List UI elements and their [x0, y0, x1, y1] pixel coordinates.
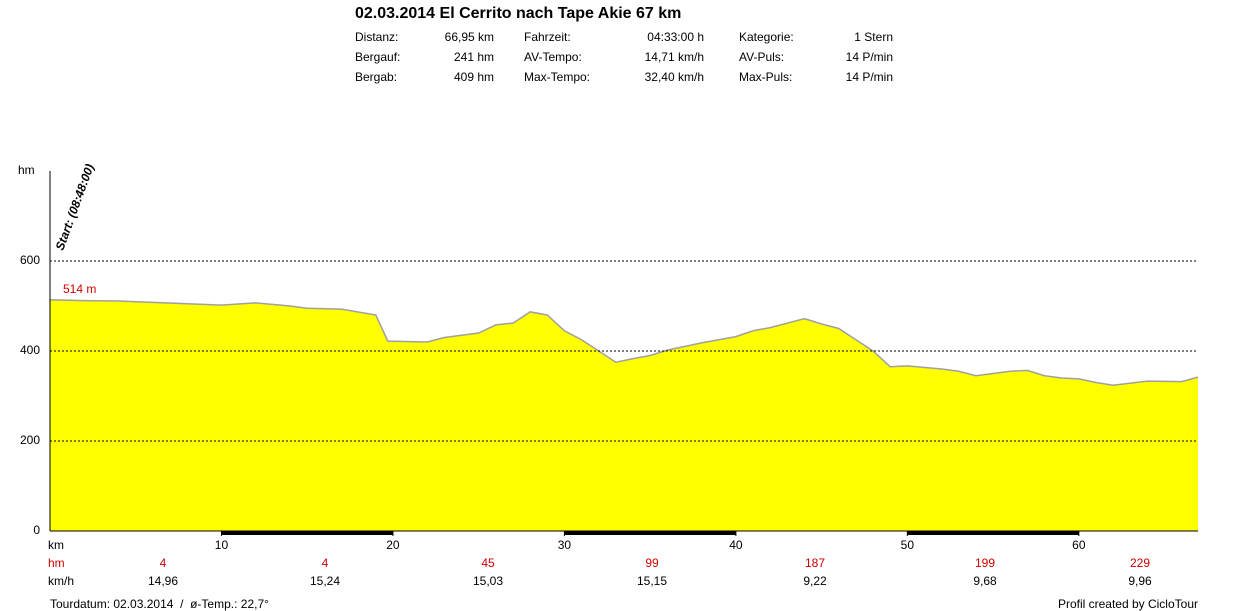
stat-label: Kategorie:	[739, 30, 794, 44]
segment-hm: 45	[481, 556, 495, 570]
elevation-area	[50, 299, 1198, 531]
segment-kmh: 15,15	[637, 574, 667, 588]
footer-right: Profil created by CicloTour	[1058, 597, 1198, 611]
stat-value: 241 hm	[454, 50, 494, 64]
axis-band	[907, 531, 1079, 535]
x-tick-label: 10	[215, 538, 229, 552]
segment-hm: 4	[322, 556, 329, 570]
stat-value: 04:33:00 h	[647, 30, 704, 44]
kmh-row-label: km/h	[48, 574, 74, 588]
x-tick-label: 40	[729, 538, 743, 552]
y-axis-label: hm	[18, 163, 35, 177]
stat-value: 66,95 km	[445, 30, 494, 44]
stat-label: Fahrzeit:	[524, 30, 571, 44]
start-annotation: Start: (08:48:00)	[53, 162, 97, 252]
stat-label: Bergauf:	[355, 50, 400, 64]
segment-kmh: 15,03	[473, 574, 503, 588]
stat-value: 1 Stern	[854, 30, 893, 44]
footer-left: Tourdatum: 02.03.2014 / ø-Temp.: 22,7°	[50, 597, 269, 611]
x-tick-label: 60	[1072, 538, 1086, 552]
y-tick-label: 600	[20, 253, 40, 267]
x-axis-label: km	[48, 538, 64, 552]
stat-value: 14 P/min	[846, 50, 893, 64]
segment-kmh: 9,22	[803, 574, 827, 588]
elevation-line	[49, 298, 1199, 386]
segment-hm: 4	[160, 556, 167, 570]
stat-label: Distanz:	[355, 30, 398, 44]
y-tick-label: 200	[20, 433, 40, 447]
start-value-label: 514 m	[63, 282, 96, 296]
x-tick-label: 30	[558, 538, 572, 552]
x-tick-label: 20	[386, 538, 400, 552]
stat-value: 14 P/min	[846, 70, 893, 84]
segment-hm: 199	[975, 556, 995, 570]
segment-kmh: 9,68	[973, 574, 997, 588]
segment-kmh: 14,96	[148, 574, 178, 588]
y-tick-label: 0	[33, 523, 40, 537]
stat-label: Max-Puls:	[739, 70, 792, 84]
x-tick-label: 50	[901, 538, 915, 552]
axis-band	[221, 531, 393, 535]
hm-row-label: hm	[48, 556, 65, 570]
stat-value: 14,71 km/h	[645, 50, 704, 64]
segment-kmh: 9,96	[1128, 574, 1152, 588]
segment-hm: 229	[1130, 556, 1150, 570]
stat-label: AV-Puls:	[739, 50, 784, 64]
stat-value: 409 hm	[454, 70, 494, 84]
stat-value: 32,40 km/h	[645, 70, 704, 84]
stat-label: Bergab:	[355, 70, 397, 84]
stat-label: Max-Tempo:	[524, 70, 590, 84]
axis-band	[564, 531, 736, 535]
title: 02.03.2014 El Cerrito nach Tape Akie 67 …	[355, 5, 681, 22]
segment-hm: 99	[645, 556, 659, 570]
stat-label: AV-Tempo:	[524, 50, 582, 64]
segment-kmh: 15,24	[310, 574, 340, 588]
segment-hm: 187	[805, 556, 825, 570]
y-tick-label: 400	[20, 343, 40, 357]
